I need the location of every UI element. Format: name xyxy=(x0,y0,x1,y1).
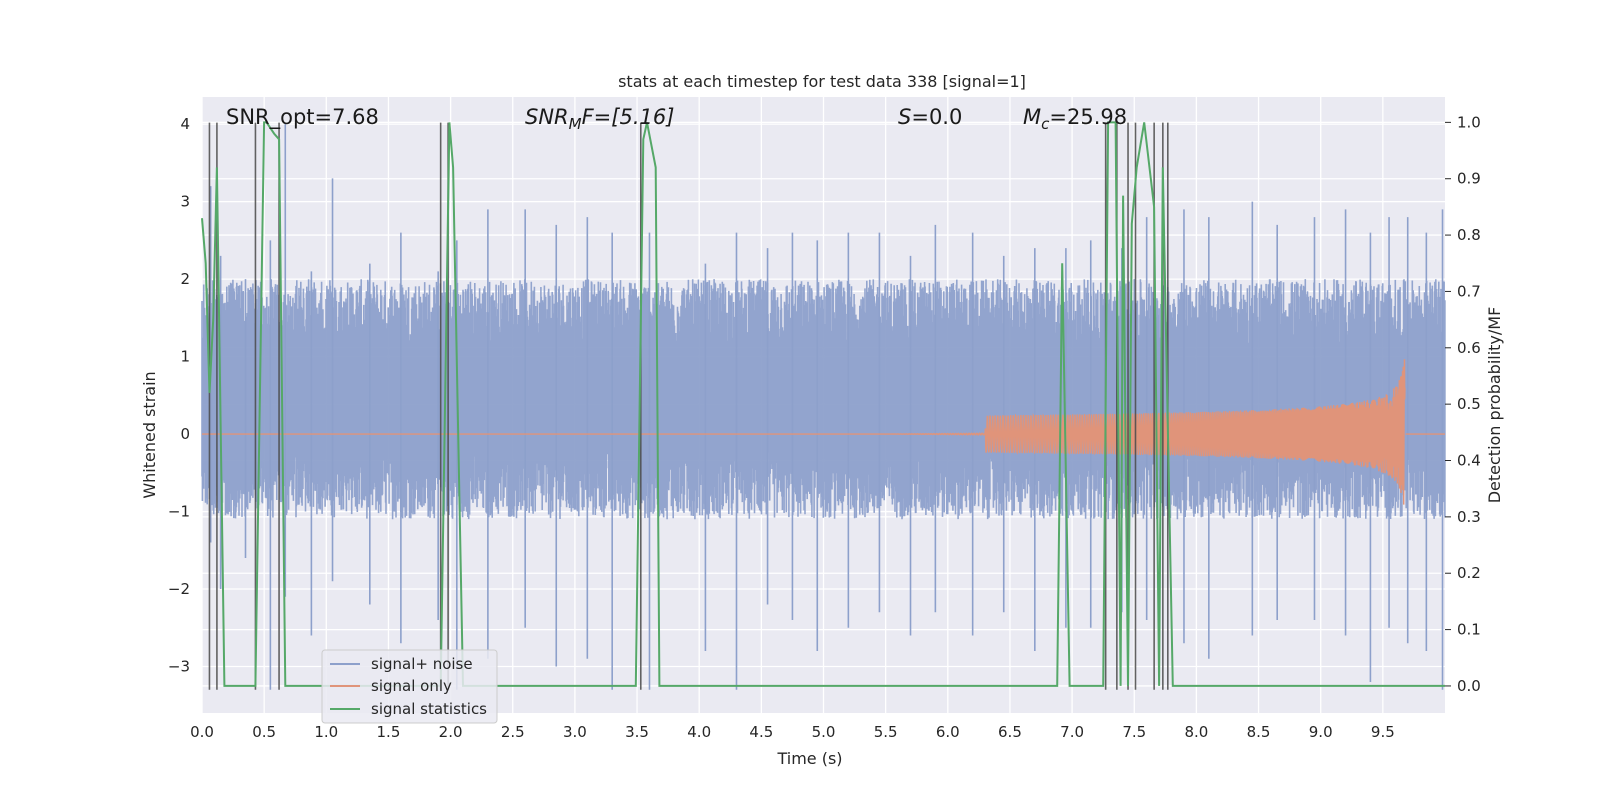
chart-title: stats at each timestep for test data 338… xyxy=(618,72,1026,91)
x-tick-label: 0.5 xyxy=(252,723,276,741)
legend-label-signal-noise: signal+ noise xyxy=(371,655,473,673)
x-tick-label: 9.5 xyxy=(1371,723,1395,741)
y2-tick-label: 0.3 xyxy=(1457,508,1481,526)
x-tick-label: 5.5 xyxy=(874,723,898,741)
annotation-snr-opt: SNR_opt=7.68 xyxy=(226,105,379,130)
y2-tick-label: 0.1 xyxy=(1457,621,1481,639)
y-tick-label: 4 xyxy=(180,115,190,133)
noise-band xyxy=(201,279,1446,520)
x-tick-label: 6.0 xyxy=(936,723,960,741)
legend: signal+ noise signal only signal statist… xyxy=(321,649,498,724)
x-axis-ticks: 0.0 0.5 1.0 1.5 2.0 2.5 3.0 3.5 4.0 4.5 5.0 5.5 6.0 6… xyxy=(190,723,1395,741)
y-tick-label: 0 xyxy=(180,425,190,443)
x-tick-label: 3.0 xyxy=(563,723,587,741)
series-signal-statistics xyxy=(201,121,1445,687)
legend-box xyxy=(321,649,498,724)
y2-tick-label: 0.8 xyxy=(1457,226,1481,244)
statistics-line xyxy=(201,121,1445,687)
y-axis-left-ticks: 4 3 2 1 0 −1 −2 −3 xyxy=(168,115,190,675)
x-tick-label: 2.5 xyxy=(501,723,525,741)
x-tick-label: 1.5 xyxy=(377,723,401,741)
y2-tick-label: 0.0 xyxy=(1457,677,1481,695)
y2-tick-label: 1.0 xyxy=(1457,113,1481,131)
legend-label-signal-only: signal only xyxy=(371,677,452,695)
x-tick-label: 7.5 xyxy=(1122,723,1146,741)
y2-tick-label: 0.2 xyxy=(1457,564,1481,582)
annotation-snr-mf: SNRMF=[5.16] xyxy=(525,105,674,133)
x-tick-label: 0.0 xyxy=(190,723,214,741)
y2-tick-label: 0.7 xyxy=(1457,282,1481,300)
y2-tick-label: 0.9 xyxy=(1457,170,1481,188)
series-signal-only xyxy=(202,359,1445,505)
y-tick-label: 2 xyxy=(180,270,190,288)
x-tick-label: 2.0 xyxy=(439,723,463,741)
y-tick-label: 3 xyxy=(180,193,190,211)
x-tick-label: 6.5 xyxy=(998,723,1022,741)
y-tick-label: −2 xyxy=(168,580,190,598)
x-tick-label: 5.0 xyxy=(812,723,836,741)
legend-label-signal-statistics: signal statistics xyxy=(371,700,487,718)
annotation-mc: Mc=25.98 xyxy=(1023,105,1127,133)
x-tick-label: 7.0 xyxy=(1060,723,1084,741)
x-tick-label: 4.0 xyxy=(687,723,711,741)
y2-tick-label: 0.5 xyxy=(1457,395,1481,413)
x-axis-label: Time (s) xyxy=(776,749,842,768)
x-tick-label: 3.5 xyxy=(625,723,649,741)
y2-axis-label: Detection probability/MF xyxy=(1485,307,1504,504)
y2-tick-label: 0.6 xyxy=(1457,339,1481,357)
chirp-oscillation xyxy=(884,359,1406,505)
vertical-marker-lines xyxy=(208,122,1169,690)
x-tick-label: 8.5 xyxy=(1247,723,1271,741)
y-tick-label: −1 xyxy=(168,503,190,521)
y-tick-label: 1 xyxy=(180,348,190,366)
x-tick-label: 4.5 xyxy=(749,723,773,741)
x-tick-label: 8.0 xyxy=(1184,723,1208,741)
y-tick-label: −3 xyxy=(168,658,190,676)
y-axis-label: Whitened strain xyxy=(140,371,159,498)
y-axis-right-ticks: 1.0 0.9 0.8 0.7 0.6 0.5 0.4 0.3 0.2 0.1 0.0 xyxy=(1445,113,1481,695)
x-tick-label: 1.0 xyxy=(314,723,338,741)
x-tick-label: 9.0 xyxy=(1309,723,1333,741)
y2-tick-label: 0.4 xyxy=(1457,452,1481,470)
annotation-s: S=0.0 xyxy=(898,105,962,129)
